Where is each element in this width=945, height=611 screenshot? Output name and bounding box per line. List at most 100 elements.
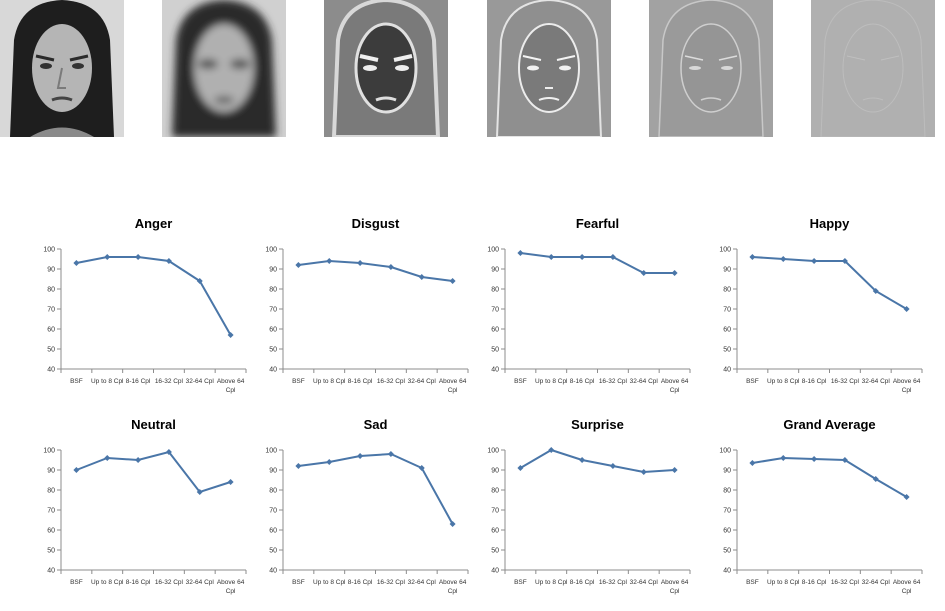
chart-fearful: Fearful 40 50 60 70 80 90 100 BSF Up to 8 Cpl 8-16… [487,216,691,394]
series-line [298,259,453,282]
x-tick-label: 32-64 Cpl [408,579,437,586]
y-tick-label: 90 [47,468,55,475]
y-tick-label: 70 [269,307,277,314]
data-point [418,465,425,471]
x-tick-label: 32-64 Cpl [630,378,659,385]
x-tick-label: 32-64 Cpl [862,378,891,385]
data-point [517,465,524,471]
y-tick-label: 40 [269,568,277,575]
y-tick-label: 70 [723,307,731,314]
x-tick-label: 8-16 Cpl [126,579,151,586]
x-tick-label: Above 64 Cpl [893,378,921,394]
face-filtered-4 [811,0,935,137]
x-tick-label: BSF [746,378,759,385]
x-tick-label: 8-16 Cpl [126,378,151,385]
x-tick-label: 32-64 Cpl [862,579,891,586]
y-tick-label: 70 [47,307,55,314]
y-tick-label: 100 [43,448,55,455]
data-point [326,258,333,264]
data-point [227,479,234,485]
data-point [165,258,172,264]
y-tick-label: 70 [47,508,55,515]
y-tick-label: 90 [491,267,499,274]
y-tick-label: 100 [265,247,277,254]
y-tick-label: 50 [723,548,731,555]
data-point [104,254,111,260]
data-point [903,306,910,312]
x-tick-label: Up to 8 Cpl [767,378,800,385]
y-tick-label: 80 [491,488,499,495]
x-tick-label: BSF [292,579,305,586]
chart-title: Surprise [571,417,624,432]
x-tick-label: BSF [70,378,83,385]
chart-disgust: Disgust 40 50 60 70 80 90 100 BSF Up to 8 Cpl 8-16… [265,216,469,394]
series-line [76,450,231,494]
y-tick-label: 70 [491,307,499,314]
face-low-pass [162,0,286,137]
y-tick-label: 100 [43,247,55,254]
data-point [196,489,203,495]
data-point [449,521,456,527]
y-tick-label: 90 [723,468,731,475]
x-tick-label: BSF [514,579,527,586]
y-tick-label: 40 [47,568,55,575]
x-tick-label: Above 64 Cpl [439,579,467,595]
series-line [520,252,675,274]
data-point [357,453,364,459]
data-point [841,258,848,264]
chart-title: Sad [364,417,388,432]
x-tick-label: 16-32 Cpl [599,378,628,385]
chart-anger: Anger 40 50 60 70 80 90 100 BSF Up to 8 Cpl 8-16 C… [43,216,247,394]
chart-title: Happy [810,216,851,231]
data-point [780,455,787,461]
chart-title: Fearful [576,216,619,231]
chart-surprise: Surprise 40 50 60 70 80 90 100 BSF Up to 8 Cpl 8-1… [487,417,691,595]
x-tick-label: 32-64 Cpl [408,378,437,385]
data-point [295,262,302,268]
data-point [548,254,555,260]
y-tick-label: 70 [491,508,499,515]
x-tick-label: 32-64 Cpl [186,378,215,385]
data-point [811,258,818,264]
x-tick-label: Up to 8 Cpl [313,579,346,586]
y-tick-label: 50 [47,347,55,354]
data-point [903,494,910,500]
data-point [449,278,456,284]
x-tick-label: Above 64 Cpl [661,579,689,595]
data-point [749,460,756,466]
data-point [780,256,787,262]
chart-title: Anger [135,216,173,231]
data-point [811,456,818,462]
chart-sad: Sad 40 50 60 70 80 90 100 BSF Up to 8 Cpl 8-16 Cpl… [265,417,469,595]
y-tick-label: 90 [47,267,55,274]
y-tick-label: 50 [723,347,731,354]
y-tick-label: 60 [491,327,499,334]
series-line [519,448,675,474]
data-point [609,463,616,469]
x-tick-label: 16-32 Cpl [377,378,406,385]
y-tick-label: 70 [269,508,277,515]
y-tick-label: 90 [269,468,277,475]
data-point [517,250,524,256]
data-point [227,332,234,338]
x-tick-label: Up to 8 Cpl [767,579,800,586]
y-tick-label: 50 [491,347,499,354]
data-point [609,254,616,260]
data-point [73,467,80,473]
x-tick-label: Up to 8 Cpl [535,378,568,385]
data-point [749,254,756,260]
y-tick-label: 40 [723,568,731,575]
x-tick-label: BSF [70,579,83,586]
y-tick-label: 60 [269,327,277,334]
x-tick-label: Above 64 Cpl [439,378,467,394]
y-tick-label: 50 [269,548,277,555]
data-point [387,451,394,457]
data-point [579,457,586,463]
y-tick-label: 80 [47,287,55,294]
data-point [418,274,425,280]
y-tick-label: 60 [723,528,731,535]
y-tick-label: 60 [47,327,55,334]
x-tick-label: 16-32 Cpl [155,378,184,385]
y-tick-label: 80 [47,488,55,495]
